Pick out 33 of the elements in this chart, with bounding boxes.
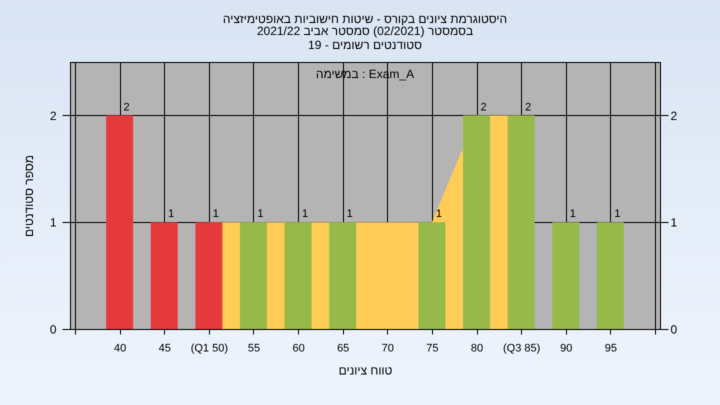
data-label: 2 — [480, 101, 487, 114]
x-tick-label: 55 — [248, 342, 260, 354]
y2-tick-label: 2 — [670, 108, 678, 123]
data-label: 1 — [570, 208, 576, 220]
x-tick-label: (Q3 85) — [503, 342, 540, 354]
y-axis-title: מספר סטודנטים — [22, 154, 36, 238]
data-label: 2 — [124, 101, 130, 114]
x-tick-label: 70 — [382, 342, 394, 354]
x-axis-title: טווח ציונים — [338, 364, 393, 378]
data-label: 1 — [168, 208, 174, 220]
x-tick-label: 45 — [158, 342, 171, 354]
x-tick-label: 90 — [560, 342, 572, 354]
data-label: 2 — [525, 101, 532, 114]
x-tick-label: 95 — [604, 342, 618, 354]
x-tick-label: 60 — [292, 342, 305, 354]
y-tick-label: 2 — [50, 108, 57, 123]
x-tick-label: 65 — [337, 342, 350, 354]
x-tick-label: (Q1 50) — [190, 342, 228, 354]
data-label: 1 — [436, 208, 442, 220]
y-tick-label: 0 — [50, 322, 57, 336]
data-label: 1 — [346, 208, 353, 220]
y2-tick-label: 1 — [670, 216, 678, 230]
chart-subtitle: בסמסטר (02/2021) סמסטר אביב 2021/22 סטודנטים רשומים - 19 — [256, 24, 474, 52]
data-label: 1 — [257, 208, 264, 220]
data-label: 1 — [212, 208, 219, 220]
x-tick-label: 75 — [426, 342, 439, 354]
chart-title: היסטוגרמת ציונים בקורס - שיטות חישוביות באופטימיזציה — [222, 12, 508, 26]
y-tick-label: 1 — [50, 216, 57, 230]
x-tick-label: 40 — [114, 342, 126, 354]
data-label: 1 — [302, 208, 308, 220]
x-tick-label: 80 — [470, 342, 484, 354]
data-label: 1 — [614, 208, 620, 220]
y2-tick-label: 0 — [670, 322, 678, 336]
